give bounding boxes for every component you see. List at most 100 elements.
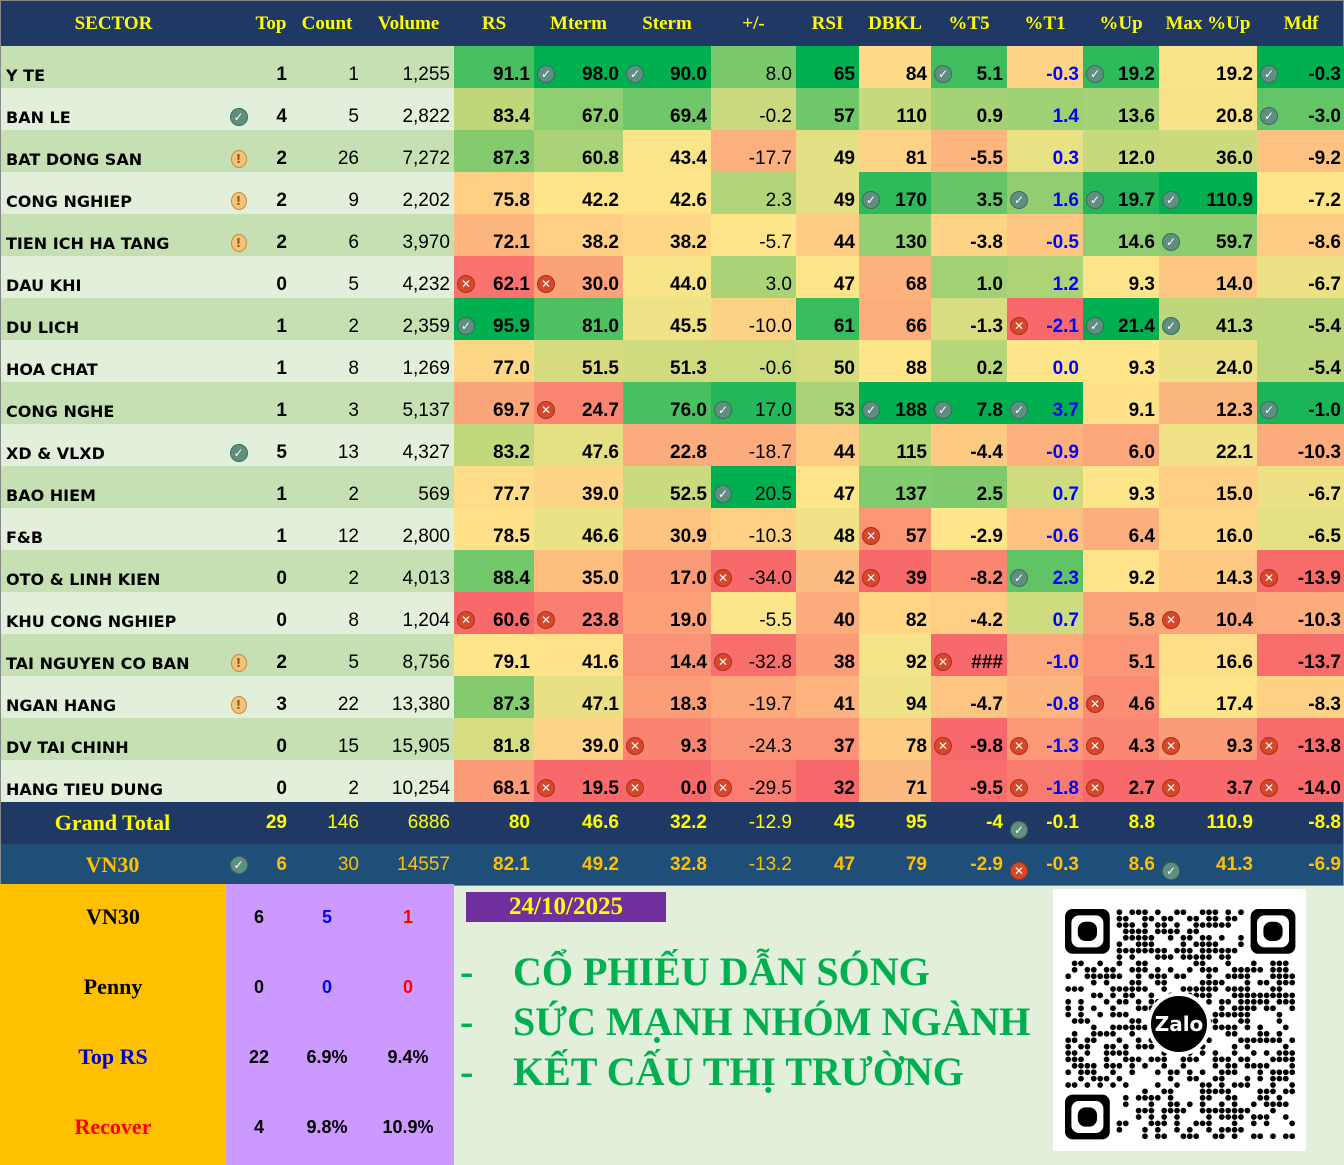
dbkl-cell: 137 (859, 466, 931, 508)
table-row[interactable]: DV TAI CHINH 0 15 15,905 81.8 39.0 ✕ 9.3 -24.3 37… (1, 718, 1344, 760)
up-cell: 9.3 (1083, 256, 1159, 298)
header-mterm[interactable]: Mterm (550, 12, 607, 34)
check-circle-icon: ✓ (1260, 107, 1278, 125)
cell-value: -29.5 (748, 778, 792, 799)
rsi-cell: 50 (796, 340, 859, 382)
header-count[interactable]: Count (301, 12, 353, 34)
change-cell: 2.3 (711, 172, 796, 214)
up-cell: 5.1 (1083, 634, 1159, 676)
table-row[interactable]: BAN LE ✓ 4 5 2,822 83.4 67.0 69.4 -0.2 57 110 0.9 1.… (1, 88, 1344, 130)
cell-value: 37 (833, 736, 855, 757)
table-row[interactable]: TAI NGUYEN CO BAN! 2 5 8,756 79.1 41.6 14.4 ✕ -3… (1, 634, 1344, 676)
cell-value: 23.8 (582, 610, 619, 631)
count-cell: 22 (291, 676, 363, 718)
table-row[interactable]: BAT DONG SAN! 2 26 7,272 87.3 60.8 43.4 -17.7 49… (1, 130, 1344, 172)
sector-name: HOA CHAT (1, 340, 226, 382)
header-volume[interactable]: Volume (377, 12, 440, 34)
x-circle-icon: ✕ (714, 569, 732, 587)
rsi-cell: 47 (796, 466, 859, 508)
cell-value: -12.9 (748, 812, 792, 833)
cell-value: 9.3 (680, 736, 707, 757)
header-sector[interactable]: SECTOR (74, 12, 153, 34)
rsi-cell: 44 (796, 424, 859, 466)
header-rsi[interactable]: RSI (811, 12, 844, 34)
table-row[interactable]: NGAN HANG! 3 22 13,380 87.3 47.1 18.3 -19.7 41 94… (1, 676, 1344, 718)
cell-value: 110 (896, 106, 927, 127)
dbkl-cell: 78 (859, 718, 931, 760)
cell-value: 8.0 (765, 64, 792, 85)
cell-value: 41.6 (582, 652, 619, 673)
warning-icon: ! (230, 234, 247, 252)
flag-cell (226, 592, 251, 634)
rs-cell: 88.4 (454, 550, 534, 592)
table-row[interactable]: TIEN ICH HA TANG! 2 6 3,970 72.1 38.2 38.2 -5.7… (1, 214, 1344, 256)
zalo-qr-code[interactable]: Zalo (1053, 889, 1306, 1151)
up-cell: ✕ 2.7 (1083, 760, 1159, 802)
table-row[interactable]: HOA CHAT 1 8 1,269 77.0 51.5 51.3 -0.6 50 88 0.2 0.… (1, 340, 1344, 382)
table-row[interactable]: CONG NGHE 1 3 5,137 69.7 ✕ 24.7 76.0 ✓ 17.0 53 ✓ 188… (1, 382, 1344, 424)
cell-value: 32 (833, 778, 855, 799)
header-mdf[interactable]: Mdf (1283, 12, 1319, 34)
volume-cell: 2,202 (363, 172, 454, 214)
table-row[interactable]: HANG TIEU DUNG 0 2 10,254 68.1 ✕ 19.5 ✕ 0.0 ✕ -29.… (1, 760, 1344, 802)
cell-value: 68.1 (493, 778, 530, 799)
table-row[interactable]: CONG NGHIEP! 2 9 2,202 75.8 42.2 42.6 2.3 49 ✓ 170… (1, 172, 1344, 214)
cell-value: 17.4 (1216, 694, 1253, 715)
table-row[interactable]: DAU KHI 0 5 4,232 ✕ 62.1 ✕ 30.0 44.0 3.0 47 68 1.0 1.… (1, 256, 1344, 298)
header-rs[interactable]: RS (481, 12, 507, 34)
table-row[interactable]: Y TE 1 1 1,255 91.1 ✓ 98.0 ✓ 90.0 8.0 65 84 ✓ 5.1 -0.3… (1, 46, 1344, 88)
rs-cell: ✕ 62.1 (454, 256, 534, 298)
t1-cell: -0.9 (1007, 424, 1083, 466)
dbkl-cell: 94 (859, 676, 931, 718)
cell-value: -19.7 (748, 694, 792, 715)
cell-value: -6.9 (1308, 853, 1341, 875)
t5-cell: -4 (931, 802, 1007, 844)
header-dbkl[interactable]: DBKL (868, 12, 922, 34)
mterm-cell: 46.6 (534, 508, 623, 550)
header-plusminus[interactable]: +/- (742, 12, 765, 34)
dbkl-cell: 92 (859, 634, 931, 676)
dbkl-cell: 79 (859, 844, 931, 885)
table-row[interactable]: BAO HIEM 1 2 569 77.7 39.0 52.5 ✓ 20.5 47 137 2.5 0.… (1, 466, 1344, 508)
dbkl-cell: 130 (859, 214, 931, 256)
cell-value: 80 (508, 812, 530, 833)
cell-value: 18.3 (670, 694, 707, 715)
rs-cell: 82.1 (454, 844, 534, 885)
mdf-cell: -10.3 (1257, 424, 1344, 466)
header-t1[interactable]: %T1 (1024, 12, 1066, 34)
cell-value: 19.2 (1118, 64, 1155, 85)
cell-value: -9.8 (970, 736, 1003, 757)
cell-value: -10.3 (748, 526, 792, 547)
maxup-cell: ✕ 3.7 (1159, 760, 1257, 802)
table-row[interactable]: XD & VLXD ✓ 5 13 4,327 83.2 47.6 22.8 -18.7 44 115… (1, 424, 1344, 466)
header-max-up[interactable]: Max %Up (1165, 12, 1251, 34)
cell-value: 3.0 (765, 274, 792, 295)
table-row[interactable]: F&B 1 12 2,800 78.5 46.6 30.9 -10.3 48 ✕ 57 -2.9 -0.… (1, 508, 1344, 550)
header-top[interactable]: Top (255, 12, 287, 34)
volume-cell: 4,327 (363, 424, 454, 466)
cell-value: 62.1 (493, 274, 530, 295)
cell-value: 8.8 (1128, 812, 1155, 833)
count-cell: 8 (291, 340, 363, 382)
summary-value: 1 (402, 907, 413, 927)
table-row[interactable]: KHU CONG NGHIEP 0 8 1,204 ✕ 60.6 ✕ 23.8 19.0 -5.5… (1, 592, 1344, 634)
sector-name: F&B (1, 508, 226, 550)
sterm-cell: 42.6 (623, 172, 711, 214)
header-up[interactable]: %Up (1099, 12, 1143, 34)
header-sterm[interactable]: Sterm (642, 12, 692, 34)
cell-value: 90.0 (670, 64, 707, 85)
mdf-cell: ✕ -13.9 (1257, 550, 1344, 592)
cell-value: 42.6 (670, 190, 707, 211)
cell-value: -10.3 (1297, 442, 1341, 463)
table-row[interactable]: OTO & LINH KIEN 0 2 4,013 88.4 35.0 17.0 ✕ -34.0… (1, 550, 1344, 592)
cell-value: 0.0 (1052, 358, 1079, 379)
cell-value: 0.9 (976, 106, 1003, 127)
rsi-cell: 37 (796, 718, 859, 760)
sterm-cell: 30.9 (623, 508, 711, 550)
header-flag[interactable] (226, 1, 251, 46)
header-t5[interactable]: %T5 (948, 12, 990, 34)
dbkl-cell: ✕ 57 (859, 508, 931, 550)
dbkl-cell: 82 (859, 592, 931, 634)
t1-cell: 0.3 (1007, 130, 1083, 172)
table-row[interactable]: DU LICH 1 2 2,359 ✓ 95.9 81.0 45.5 -10.0 61 66 -1.3… (1, 298, 1344, 340)
